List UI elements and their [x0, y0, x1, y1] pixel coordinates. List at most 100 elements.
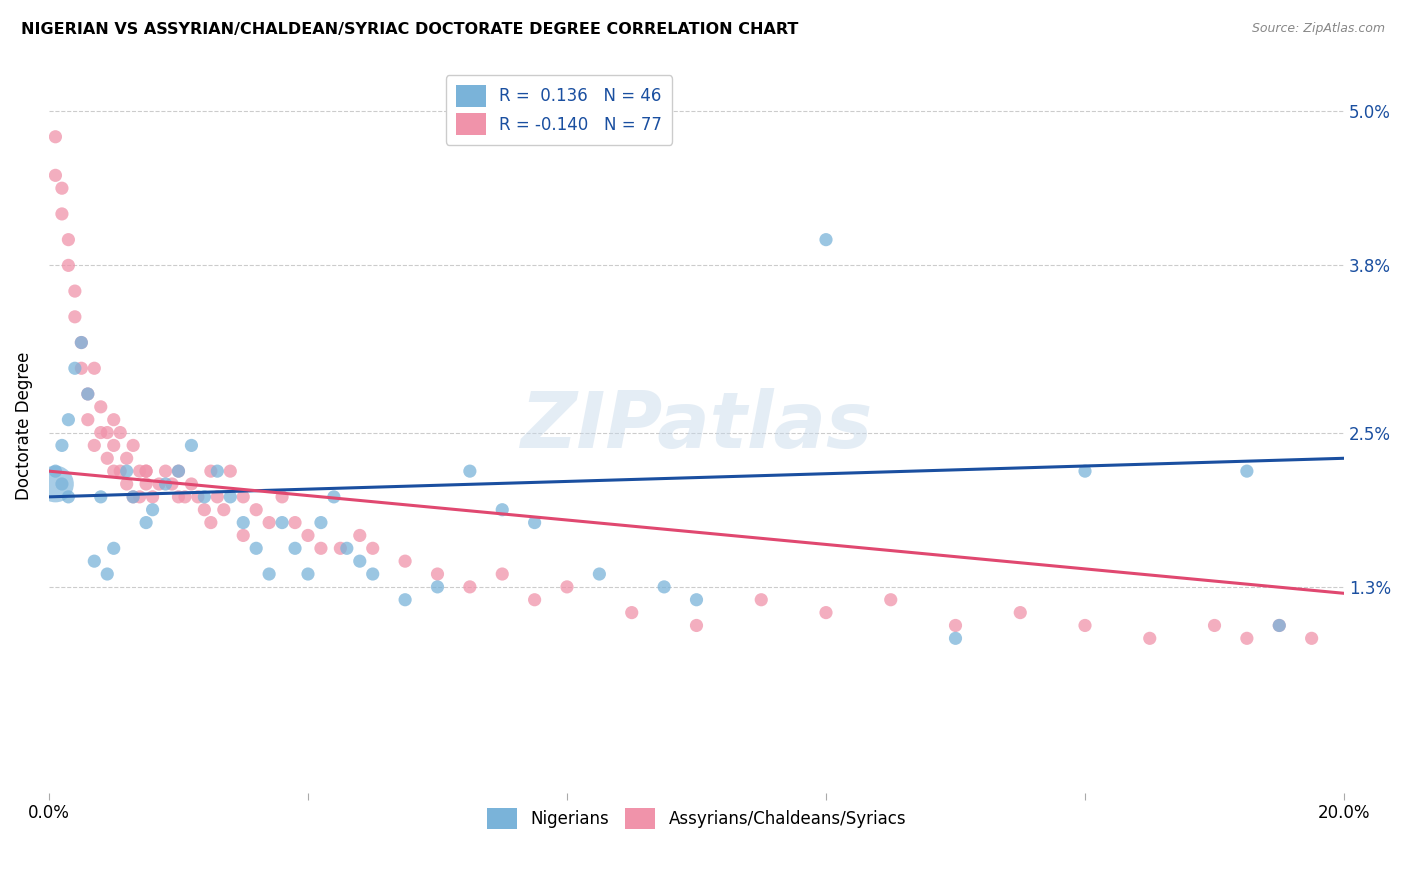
Point	[76, 387, 98, 401]
Point	[329, 541, 352, 556]
Text: Source: ZipAtlas.com: Source: ZipAtlas.com	[1251, 22, 1385, 36]
Point	[1301, 632, 1323, 646]
Point	[58, 413, 80, 427]
Point	[361, 567, 384, 582]
Point	[361, 541, 384, 556]
Point	[491, 502, 513, 516]
Point	[108, 464, 131, 478]
Point	[63, 361, 86, 376]
Point	[219, 464, 242, 478]
Point	[349, 528, 371, 542]
Point	[70, 335, 93, 350]
Point	[685, 618, 707, 632]
Point	[193, 490, 215, 504]
Point	[174, 490, 197, 504]
Point	[814, 606, 837, 620]
Point	[232, 516, 254, 530]
Point	[523, 592, 546, 607]
Point	[83, 438, 105, 452]
Point	[135, 477, 157, 491]
Point	[426, 567, 449, 582]
Point	[155, 464, 177, 478]
Point	[212, 502, 235, 516]
Point	[284, 516, 307, 530]
Point	[90, 400, 112, 414]
Point	[1236, 464, 1258, 478]
Point	[167, 464, 190, 478]
Point	[155, 477, 177, 491]
Text: NIGERIAN VS ASSYRIAN/CHALDEAN/SYRIAC DOCTORATE DEGREE CORRELATION CHART: NIGERIAN VS ASSYRIAN/CHALDEAN/SYRIAC DOC…	[21, 22, 799, 37]
Point	[108, 425, 131, 440]
Point	[44, 169, 66, 183]
Point	[336, 541, 359, 556]
Point	[115, 451, 138, 466]
Point	[103, 464, 125, 478]
Point	[1139, 632, 1161, 646]
Point	[1074, 464, 1097, 478]
Point	[122, 490, 145, 504]
Point	[257, 516, 280, 530]
Point	[128, 464, 150, 478]
Point	[945, 632, 967, 646]
Point	[814, 233, 837, 247]
Point	[1204, 618, 1226, 632]
Point	[193, 502, 215, 516]
Point	[394, 592, 416, 607]
Point	[83, 554, 105, 568]
Point	[284, 541, 307, 556]
Point	[620, 606, 643, 620]
Point	[880, 592, 903, 607]
Point	[96, 425, 118, 440]
Point	[128, 490, 150, 504]
Point	[122, 438, 145, 452]
Point	[180, 438, 202, 452]
Point	[63, 284, 86, 298]
Point	[245, 502, 267, 516]
Point	[103, 413, 125, 427]
Point	[76, 413, 98, 427]
Point	[51, 181, 73, 195]
Point	[115, 477, 138, 491]
Point	[458, 464, 481, 478]
Point	[207, 464, 229, 478]
Point	[271, 490, 294, 504]
Point	[51, 207, 73, 221]
Point	[200, 464, 222, 478]
Point	[115, 464, 138, 478]
Point	[309, 516, 332, 530]
Point	[491, 567, 513, 582]
Point	[135, 464, 157, 478]
Point	[142, 502, 165, 516]
Point	[122, 490, 145, 504]
Point	[394, 554, 416, 568]
Point	[135, 516, 157, 530]
Point	[70, 361, 93, 376]
Point	[51, 477, 73, 491]
Point	[167, 464, 190, 478]
Point	[76, 387, 98, 401]
Point	[148, 477, 170, 491]
Point	[58, 258, 80, 272]
Point	[180, 477, 202, 491]
Point	[83, 361, 105, 376]
Point	[349, 554, 371, 568]
Point	[458, 580, 481, 594]
Point	[51, 438, 73, 452]
Point	[135, 464, 157, 478]
Point	[652, 580, 675, 594]
Text: ZIPatlas: ZIPatlas	[520, 388, 873, 464]
Point	[96, 451, 118, 466]
Point	[58, 233, 80, 247]
Point	[232, 490, 254, 504]
Point	[1074, 618, 1097, 632]
Point	[1236, 632, 1258, 646]
Point	[555, 580, 578, 594]
Point	[58, 490, 80, 504]
Point	[70, 335, 93, 350]
Point	[219, 490, 242, 504]
Point	[1268, 618, 1291, 632]
Point	[588, 567, 610, 582]
Point	[160, 477, 183, 491]
Point	[945, 618, 967, 632]
Point	[1268, 618, 1291, 632]
